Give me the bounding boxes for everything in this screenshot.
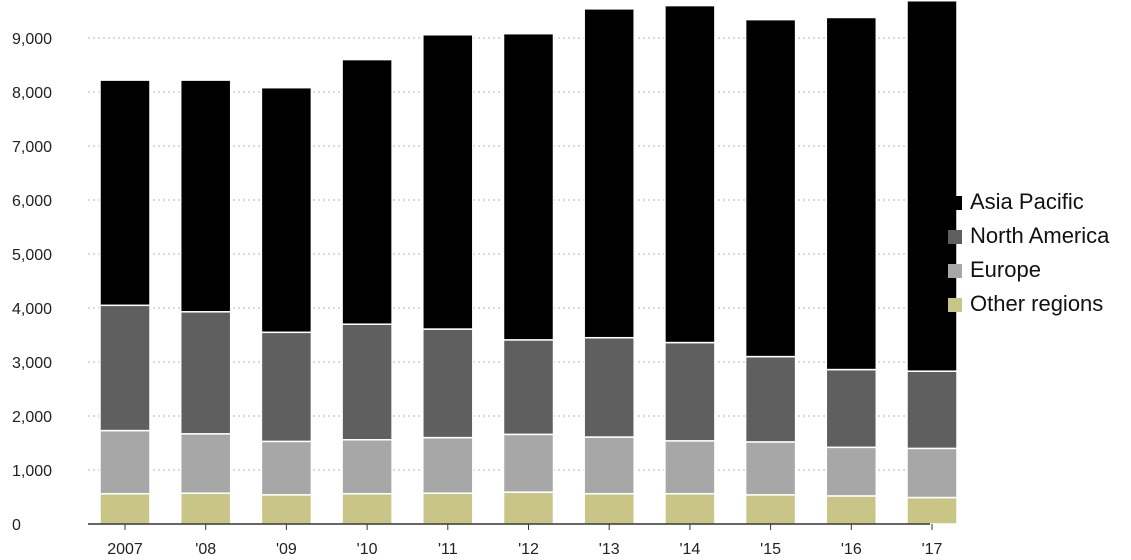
bar-segment-asia-pacific xyxy=(583,8,635,339)
bar-segment-north-america xyxy=(260,331,313,443)
bar-segment-europe xyxy=(341,439,393,495)
bars xyxy=(99,0,958,525)
y-tick-label: 3,000 xyxy=(12,355,52,372)
bar-segment-asia-pacific xyxy=(906,0,958,372)
x-tick-label: '11 xyxy=(438,541,458,558)
bar-segment-asia-pacific xyxy=(179,79,232,313)
bar-segment-europe xyxy=(260,440,313,496)
bar-segment-europe xyxy=(744,441,797,496)
bar-segment-asia-pacific xyxy=(341,58,393,325)
y-tick-label: 9,000 xyxy=(12,31,52,48)
bar-segment-other-regions xyxy=(502,491,555,525)
legend-label: Europe xyxy=(970,257,1041,282)
bar-segment-asia-pacific xyxy=(664,4,716,344)
x-tick-label: 2007 xyxy=(107,541,143,558)
bar-segment-asia-pacific xyxy=(99,79,151,307)
bar-segment-other-regions xyxy=(260,494,313,525)
bar-segment-north-america xyxy=(825,368,878,449)
bar-segment-north-america xyxy=(583,336,635,438)
y-tick-label: 0 xyxy=(12,517,21,534)
bar-segment-europe xyxy=(906,447,958,499)
y-tick-label: 1,000 xyxy=(12,463,52,480)
bar-segment-other-regions xyxy=(422,492,474,525)
bar-segment-asia-pacific xyxy=(502,32,555,341)
x-tick-label: '08 xyxy=(195,541,216,558)
legend-swatch xyxy=(948,264,962,278)
bar-segment-north-america xyxy=(664,341,716,442)
x-tick-label: '10 xyxy=(357,541,378,558)
bar-segment-other-regions xyxy=(744,494,797,525)
bar-segment-north-america xyxy=(744,355,797,443)
y-tick-label: 7,000 xyxy=(12,139,52,156)
y-tick-label: 8,000 xyxy=(12,85,52,102)
legend-swatch xyxy=(948,230,962,244)
bar-segment-north-america xyxy=(422,328,474,439)
y-tick-label: 2,000 xyxy=(12,409,52,426)
bar-segment-europe xyxy=(422,436,474,494)
x-tick-label: '16 xyxy=(841,541,862,558)
bar-segment-other-regions xyxy=(664,493,716,525)
bar-segment-europe xyxy=(825,446,878,497)
bar-segment-asia-pacific xyxy=(825,16,878,371)
axes: 0 1,000 2,000 3,000 4,000 5,000 6,000 7,000 8,00… xyxy=(12,31,943,558)
bar-segment-asia-pacific xyxy=(260,86,313,334)
x-tick-label: '15 xyxy=(760,541,781,558)
bar-segment-europe xyxy=(664,440,716,495)
x-tick-label: '14 xyxy=(679,541,700,558)
bar-segment-north-america xyxy=(99,304,151,432)
bar-segment-other-regions xyxy=(99,493,151,525)
bar-segment-asia-pacific xyxy=(422,34,474,330)
y-tick-label: 4,000 xyxy=(12,301,52,318)
legend-label: Other regions xyxy=(970,291,1103,316)
bar-segment-other-regions xyxy=(179,492,232,525)
bar-segment-other-regions xyxy=(906,496,958,525)
legend-swatch xyxy=(948,196,962,210)
bar-segment-north-america xyxy=(906,370,958,450)
x-tick-label: '17 xyxy=(922,541,943,558)
legend: Asia Pacific North America Europe Other reg… xyxy=(948,189,1110,316)
bar-segment-europe xyxy=(502,433,555,493)
bar-segment-asia-pacific xyxy=(744,18,797,358)
y-tick-label: 5,000 xyxy=(12,247,52,264)
bar-segment-europe xyxy=(179,433,232,494)
bar-segment-north-america xyxy=(179,311,232,435)
x-tick-label: '12 xyxy=(518,541,539,558)
bar-segment-europe xyxy=(99,429,151,495)
bar-segment-other-regions xyxy=(825,495,878,525)
bar-segment-other-regions xyxy=(341,493,393,525)
legend-label: North America xyxy=(970,223,1110,248)
y-tick-label: 6,000 xyxy=(12,193,52,210)
bar-segment-other-regions xyxy=(583,493,635,525)
bar-segment-europe xyxy=(583,436,635,495)
x-tick-label: '09 xyxy=(276,541,297,558)
bar-segment-north-america xyxy=(341,323,393,441)
legend-swatch xyxy=(948,298,962,312)
bar-segment-north-america xyxy=(502,339,555,436)
legend-label: Asia Pacific xyxy=(970,189,1084,214)
x-tick-label: '13 xyxy=(599,541,620,558)
